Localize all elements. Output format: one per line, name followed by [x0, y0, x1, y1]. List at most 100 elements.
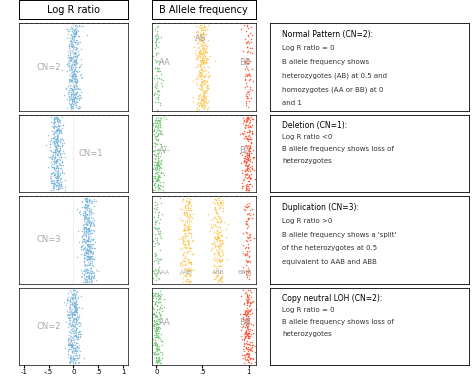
Point: [152, 334, 160, 341]
Point: [81, 195, 89, 201]
Point: [64, 294, 72, 300]
Point: [85, 215, 93, 221]
Point: [50, 140, 58, 146]
Point: [156, 182, 164, 189]
Point: [71, 37, 78, 43]
Point: [154, 88, 162, 94]
Point: [50, 118, 57, 124]
Point: [59, 170, 66, 176]
Point: [196, 84, 203, 91]
Point: [70, 54, 77, 60]
Point: [200, 23, 208, 29]
Point: [154, 326, 162, 332]
Point: [246, 175, 254, 181]
Point: [71, 287, 78, 293]
Point: [246, 123, 254, 129]
Point: [74, 359, 82, 366]
Point: [219, 199, 227, 205]
Point: [72, 352, 80, 358]
Point: [244, 351, 252, 357]
Point: [156, 124, 164, 130]
Text: CN=2: CN=2: [36, 63, 61, 72]
Point: [186, 230, 193, 236]
Point: [66, 101, 74, 107]
Point: [50, 180, 57, 186]
Point: [200, 39, 207, 45]
Point: [73, 83, 80, 89]
Point: [88, 270, 95, 276]
Point: [81, 355, 88, 361]
Point: [49, 135, 56, 141]
Point: [86, 262, 93, 268]
Point: [66, 305, 73, 311]
Point: [178, 259, 185, 265]
Point: [216, 253, 223, 259]
Point: [151, 140, 158, 146]
Point: [69, 77, 76, 83]
Point: [66, 76, 74, 83]
Point: [68, 343, 76, 349]
Point: [55, 127, 63, 133]
Point: [248, 122, 255, 128]
Point: [153, 346, 161, 352]
Point: [89, 249, 97, 255]
Point: [59, 148, 66, 154]
Point: [53, 164, 61, 170]
Point: [80, 204, 88, 210]
Point: [219, 252, 227, 258]
Point: [247, 39, 255, 45]
Point: [55, 180, 63, 187]
Point: [88, 256, 96, 262]
Point: [68, 301, 76, 307]
Point: [157, 169, 164, 175]
Point: [200, 76, 208, 83]
Point: [89, 215, 96, 221]
Point: [156, 358, 164, 364]
Point: [242, 174, 249, 180]
Point: [250, 154, 257, 160]
Point: [152, 173, 159, 179]
Point: [69, 93, 77, 99]
Point: [153, 226, 160, 232]
Point: [75, 33, 82, 39]
Point: [245, 178, 252, 184]
Point: [197, 32, 205, 38]
Point: [50, 149, 57, 155]
Point: [155, 117, 162, 123]
Point: [51, 117, 58, 123]
Point: [74, 228, 82, 234]
Point: [208, 224, 215, 230]
Point: [73, 296, 80, 302]
Point: [53, 162, 61, 168]
Point: [69, 292, 77, 298]
Point: [70, 56, 78, 63]
Point: [151, 299, 158, 305]
Point: [245, 169, 252, 175]
Point: [64, 63, 72, 69]
Text: heterozygotes: heterozygotes: [282, 158, 332, 164]
Point: [185, 259, 193, 265]
Point: [150, 224, 157, 230]
Point: [242, 98, 249, 104]
Point: [77, 89, 85, 95]
Point: [65, 94, 73, 100]
Point: [184, 242, 191, 248]
Point: [79, 243, 86, 249]
Point: [202, 71, 210, 78]
Point: [55, 183, 62, 189]
Point: [55, 127, 62, 133]
Point: [85, 256, 93, 262]
Point: [150, 126, 157, 132]
Point: [243, 294, 251, 300]
Point: [87, 236, 95, 242]
Point: [89, 255, 97, 261]
Point: [194, 106, 201, 113]
Point: [245, 136, 252, 142]
Point: [50, 134, 58, 140]
Point: [65, 42, 73, 48]
Text: homozygotes (AA or BB) at 0: homozygotes (AA or BB) at 0: [282, 86, 383, 93]
Point: [203, 56, 211, 62]
Point: [68, 91, 76, 97]
Point: [243, 316, 250, 322]
Point: [157, 311, 164, 318]
